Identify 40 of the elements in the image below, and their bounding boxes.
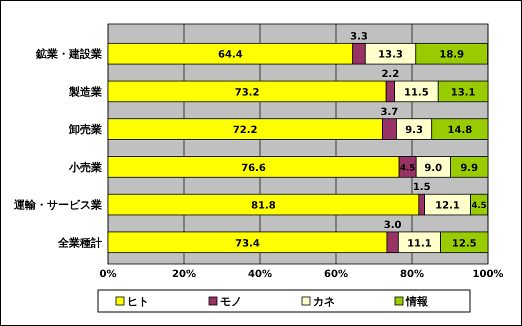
data-label: 11.1: [407, 238, 432, 250]
y-tick-label: 鉱業・建設業: [35, 48, 102, 61]
data-label: 81.8: [251, 200, 276, 212]
data-label: 12.5: [452, 238, 477, 250]
data-label: 1.5: [412, 182, 431, 194]
data-label: 4.5: [400, 163, 416, 174]
x-tick-label: 20%: [172, 269, 196, 280]
legend-label: 情報: [405, 295, 429, 308]
data-label: 73.2: [234, 87, 260, 98]
data-label: 14.8: [448, 125, 472, 136]
legend-label: カネ: [313, 295, 335, 308]
x-tick-label: 80%: [400, 269, 424, 280]
x-tick-label: 100%: [472, 269, 504, 280]
x-tick-label: 60%: [324, 269, 348, 280]
data-label: 73.4: [235, 238, 260, 250]
data-label: 2.2: [381, 69, 400, 80]
legend-label: ヒト: [127, 295, 149, 308]
data-label: 3.3: [350, 31, 368, 42]
data-label: 3.7: [380, 106, 398, 118]
data-label: 12.1: [435, 200, 460, 212]
data-label: 72.2: [232, 125, 258, 136]
legend-label: モノ: [220, 295, 242, 308]
data-label: 9.9: [460, 162, 478, 174]
data-label: 13.1: [450, 87, 476, 98]
data-label: 9.3: [405, 125, 423, 136]
data-label: 13.3: [378, 50, 403, 61]
x-tick-label: 0%: [100, 269, 116, 280]
y-tick-label: 運輸・サービス業: [13, 198, 102, 212]
data-label: 64.4: [218, 50, 243, 61]
data-label: 76.6: [241, 162, 266, 174]
y-tick-label: 卸売業: [68, 123, 102, 136]
data-label: 3.0: [384, 220, 402, 231]
data-label: 9.0: [424, 162, 442, 174]
data-label: 18.9: [439, 50, 464, 61]
y-tick-label: 小売業: [68, 160, 102, 174]
x-tick-label: 40%: [248, 269, 272, 280]
y-tick-label: 全業種計: [57, 236, 102, 250]
data-label: 4.5: [471, 201, 487, 212]
y-tick-label: 製造業: [68, 85, 102, 98]
data-label: 11.5: [404, 87, 429, 98]
